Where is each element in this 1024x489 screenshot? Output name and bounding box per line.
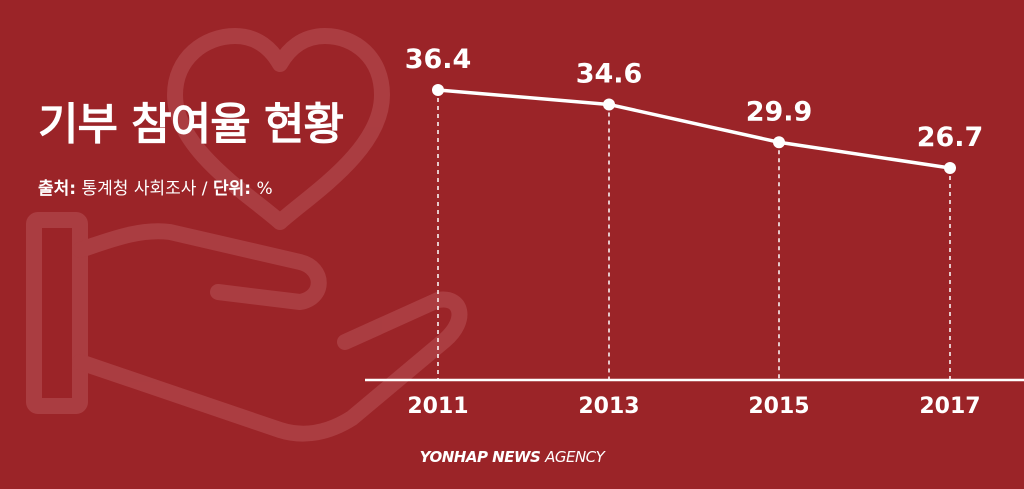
series-line [437, 88, 951, 170]
data-point-2015 [773, 136, 785, 149]
agency-logo: YONHAP NEWS AGENCY [0, 448, 1024, 466]
source-separator: / [201, 179, 208, 199]
data-label-2017: 26.7 [917, 122, 984, 153]
source-label: 출처 [38, 179, 70, 199]
x-tick-label-2017: 2017 [919, 394, 980, 419]
x-tick-label-2015: 2015 [748, 394, 809, 419]
agency-name-bold: YONHAP NEWS [419, 448, 541, 466]
data-label-2015: 29.9 [746, 96, 813, 127]
chart-title: 기부 참여율 현황 [38, 99, 344, 150]
x-tick-label-2013: 2013 [578, 394, 639, 419]
heart-icon [167, 28, 390, 230]
unit-value: % [256, 179, 273, 199]
unit-label: 단위 [212, 179, 245, 199]
data-label-2013: 34.6 [576, 58, 643, 89]
data-point-2017 [944, 162, 956, 174]
source-value: 통계청 사회조사 [81, 179, 197, 199]
data-point-2013 [603, 98, 615, 111]
data-label-2011: 36.4 [405, 44, 472, 75]
x-tick-label-2011: 2011 [407, 394, 468, 419]
source-note: 출처: 통계청 사회조사 / 단위: % [38, 179, 273, 199]
data-point-2011 [432, 84, 444, 96]
agency-name-light: AGENCY [545, 448, 605, 466]
